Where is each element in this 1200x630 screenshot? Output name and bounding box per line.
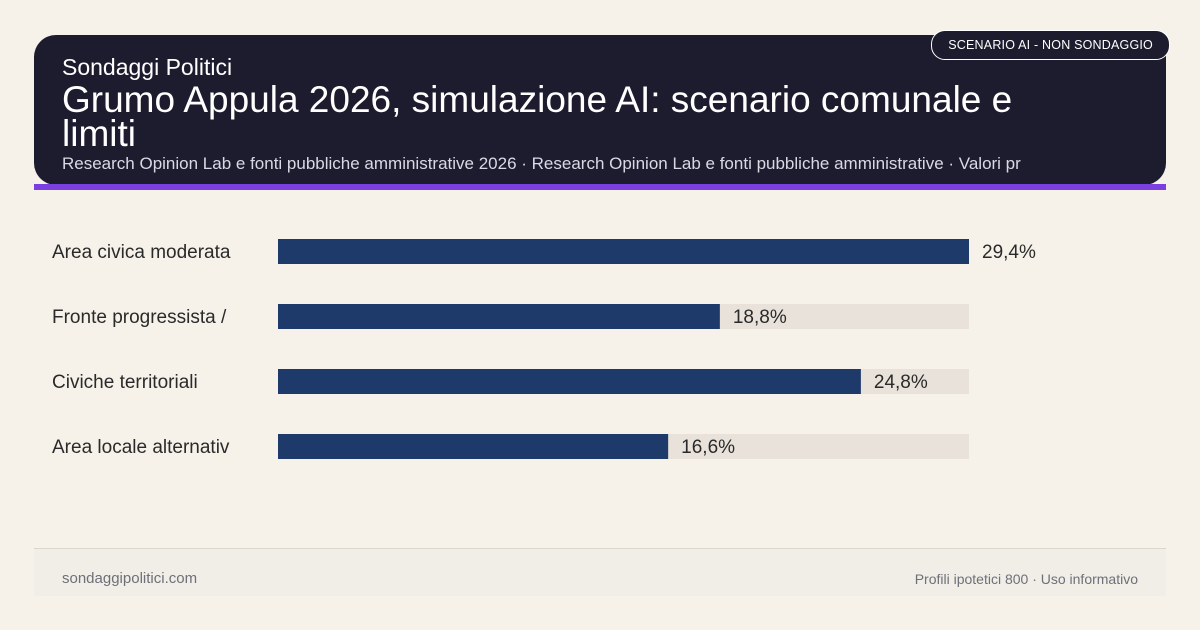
header-banner: Sondaggi Politici Grumo Appula 2026, sim… (34, 35, 1166, 185)
footer: sondaggipolitici.com Profili ipotetici 8… (34, 548, 1166, 596)
bar (278, 239, 969, 264)
accent-divider (34, 184, 1166, 190)
footer-site[interactable]: sondaggipolitici.com (62, 570, 198, 587)
category-label: Fronte progressista / (52, 307, 227, 328)
bar (278, 304, 720, 329)
category-label: Civiche territoriali (52, 372, 198, 393)
scenario-badge: SCENARIO AI - NON SONDAGGIO (931, 30, 1170, 60)
value-label: 18,8% (733, 307, 787, 328)
value-label: 16,6% (681, 437, 735, 458)
brand-name: Sondaggi Politici (62, 54, 233, 80)
value-label: 24,8% (874, 372, 928, 393)
category-label: Area civica moderata (52, 242, 231, 263)
footer-note: Profili ipotetici 800 · Uso informativo (914, 571, 1138, 587)
bar (278, 369, 861, 394)
page-subtitle: Research Opinion Lab e fonti pubbliche a… (62, 154, 1021, 173)
value-label: 29,4% (982, 242, 1036, 263)
category-label: Area locale alternativ (52, 437, 230, 458)
page-title: Grumo Appula 2026, simulazione AI: scena… (62, 79, 1013, 154)
bar (278, 434, 669, 459)
